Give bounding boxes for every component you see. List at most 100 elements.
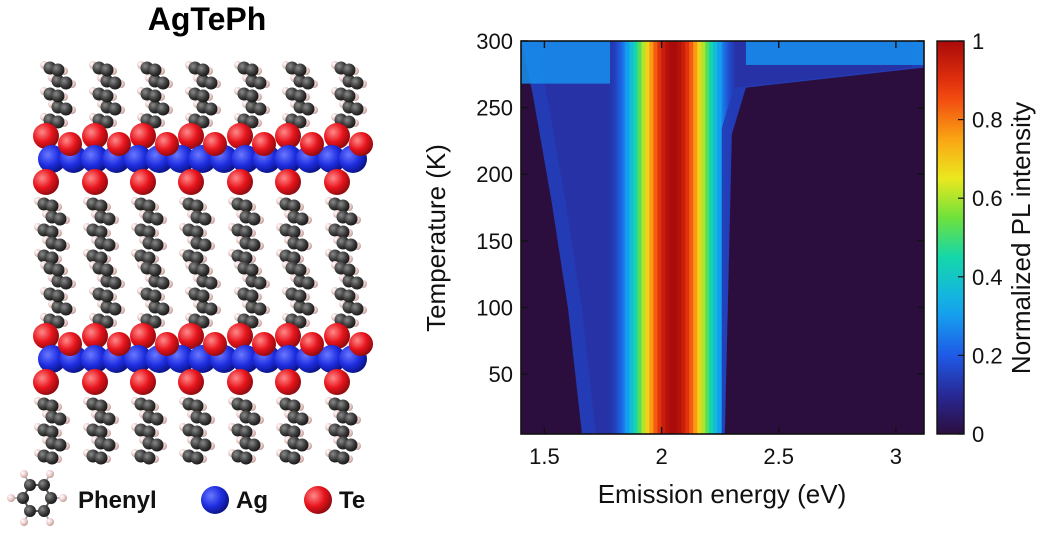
carbon-atom [196,315,210,329]
y-tick-label: 50 [489,362,513,387]
y-tick-label: 100 [476,295,513,320]
x-tick-label: 2.5 [763,444,794,469]
carbon-atom [245,115,259,129]
carbon-atom [253,76,267,90]
carbon-atom [102,412,116,426]
carbon-atom [350,102,364,116]
te-atom [349,132,373,156]
carbon-atom [293,263,307,277]
te-atom [33,369,59,395]
carbon-atom [245,89,259,103]
ag-atom [38,145,66,173]
te-atom [275,369,301,395]
carbon-atom [295,238,309,252]
carbon-atom [190,251,204,265]
carbon-atom [59,102,73,116]
te-atom [155,332,179,356]
te-atom [275,169,301,195]
carbon-atom [100,89,114,103]
carbon-atom [350,276,364,290]
colorbar-label: Normalized PL intensity [1006,102,1036,374]
carbon-atom [45,425,59,439]
heatmap-high-energy-dark-region [724,41,924,434]
carbon-atom [51,289,65,303]
carbon-atom [301,76,315,90]
te-atom [178,169,204,195]
carbon-atom [287,425,301,439]
carbon-atom [287,451,301,465]
te-atom [82,123,108,149]
x-tick-label: 2 [655,444,667,469]
carbon-atom [108,302,122,316]
carbon-atom [247,438,261,452]
carbon-atom [142,451,156,465]
te-atom [300,332,324,356]
carbon-atom [301,302,315,316]
te-atom [130,123,156,149]
phenyl-ring-icon [7,470,67,526]
te-atom [324,169,350,195]
carbon-atom [342,115,356,129]
carbon-atom [100,263,114,277]
carbon-atom [156,76,170,90]
carbon-atom [51,89,65,103]
colorbar: 0 0.2 0.4 0.6 0.8 1 Normalized PL intensity [936,29,1036,447]
carbon-atom [51,315,65,329]
carbon-atom [239,225,253,239]
carbon-atom [293,289,307,303]
carbon-atom [94,225,108,239]
colorbar-tick-label: 0.2 [972,343,1003,368]
te-atom [33,323,59,349]
carbon-atom [45,451,59,465]
carbon-atom [108,76,122,90]
carbon-atom [245,289,259,303]
crystal-structure-illustration [33,61,373,465]
colorbar-tick-label: 0.6 [972,186,1003,211]
carbon-atom [196,289,210,303]
te-atom [58,132,82,156]
ag-atom [317,345,346,373]
carbon-atom [148,63,162,77]
te-atom [324,369,350,395]
te-atom [130,323,156,349]
carbon-atom [45,199,59,213]
carbon-atom [100,289,114,303]
te-atom [82,369,108,395]
carbon-atom [108,276,122,290]
carbon-atom [295,412,309,426]
carbon-atom [142,399,156,413]
carbon-atom [142,425,156,439]
carbon-atom [336,425,350,439]
carbon-atom [190,199,204,213]
carbon-atom [342,289,356,303]
carbon-atom [45,251,59,265]
te-atom [107,132,131,156]
carbon-atom [342,263,356,277]
carbon-atom [108,102,122,116]
legend-label-phenyl: Phenyl [78,487,157,514]
colorbar-ticks: 0 0.2 0.4 0.6 0.8 1 [958,29,1003,447]
plot-frame [520,40,925,435]
structure-panel: AgTePh Phenyl Ag Te [7,1,373,526]
carbon-atom [150,212,164,226]
carbon-atom [204,302,218,316]
y-tick-label: 300 [476,29,513,54]
carbon-atom [45,399,59,413]
te-atom [252,332,276,356]
carbon-atom [51,115,65,129]
carbon-atom [51,263,65,277]
carbon-atom [204,76,218,90]
legend-label-te: Te [339,487,365,514]
colorbar-gradient [936,40,965,435]
te-atom [203,332,227,356]
te-atom [178,123,204,149]
carbon-atom [239,425,253,439]
ag-atom [274,345,303,373]
carbon-atom [148,115,162,129]
y-axis-label: Temperature (K) [421,144,451,332]
te-atom [227,323,253,349]
carbon-atom [150,238,164,252]
te-atom [324,323,350,349]
te-atom [33,169,59,195]
